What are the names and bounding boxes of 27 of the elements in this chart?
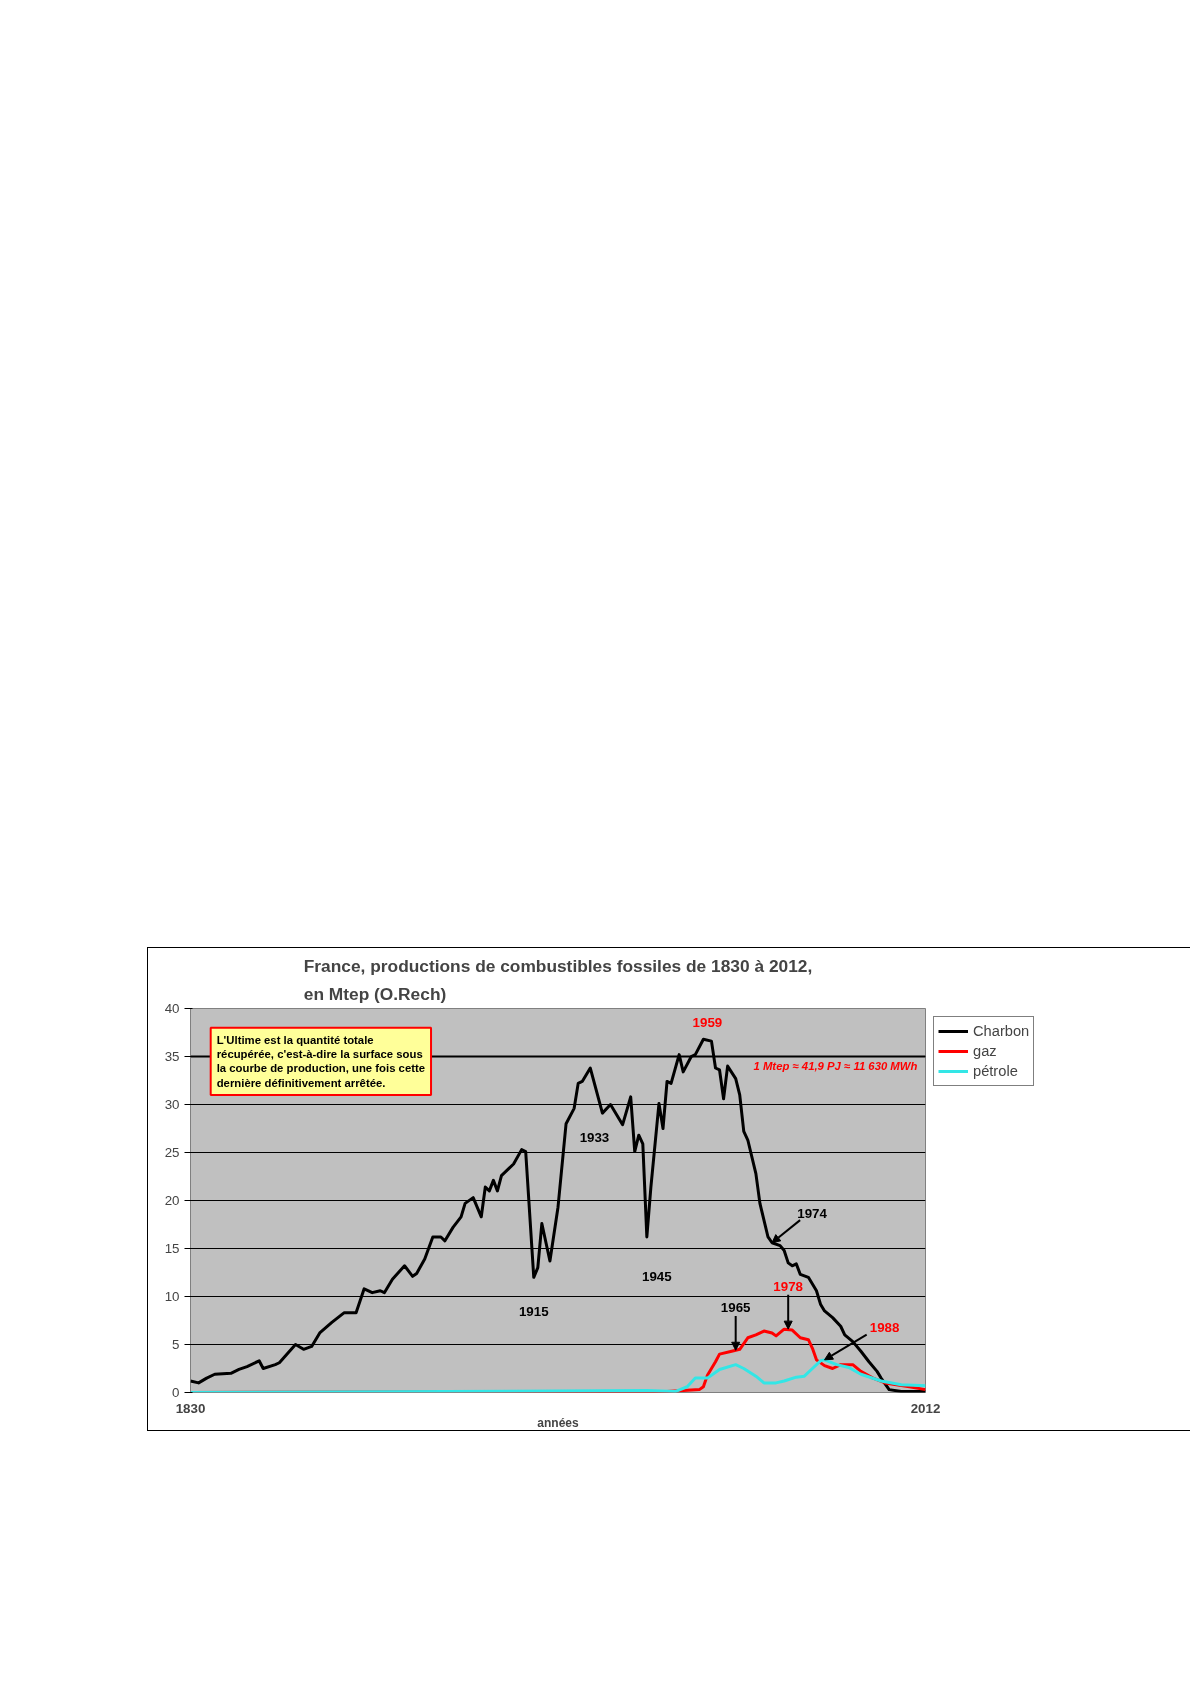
- line-series: [190, 1037, 926, 1393]
- annotation: 1974: [797, 1205, 828, 1221]
- annotation: 1933: [579, 1129, 610, 1145]
- annotation: 1959: [692, 1015, 723, 1031]
- legend-label: gaz: [973, 1043, 998, 1059]
- y-tick-label: 15: [164, 1241, 180, 1256]
- x-axis-title: années: [537, 1415, 579, 1430]
- x-tick-label: 1830: [175, 1400, 206, 1416]
- y-tick-label: 30: [164, 1097, 180, 1112]
- annotation: 1915: [518, 1304, 550, 1320]
- y-tick-label: 35: [164, 1049, 180, 1064]
- annotation: 1965: [720, 1300, 752, 1316]
- chart-title: France, productions de combustibles fossiles de 1830 à 2012, en Mtep (O.Rech): [303, 955, 813, 1004]
- annotation: L'Ultime est la quantité totale récupérée, c'est-à-dire la surface sous la courbe de production, une fois cette dernière définitivement arrêtée.: [216, 1033, 426, 1089]
- y-tick-label: 5: [172, 1337, 180, 1352]
- y-tick-label: 20: [164, 1193, 180, 1208]
- y-tick-label: 0: [172, 1385, 180, 1400]
- annotation: 1978: [773, 1279, 804, 1295]
- annotation: 1 Mtep ≈ 41,9 PJ ≈ 11 630 MWh: [753, 1060, 918, 1073]
- annotation: 1945: [642, 1268, 673, 1284]
- annotation: 1988: [869, 1319, 900, 1335]
- y-tick-label: 25: [164, 1145, 180, 1160]
- y-tick-label: 10: [164, 1289, 180, 1304]
- legend-label: Charbon: [973, 1023, 1030, 1039]
- x-tick-label: 2012: [910, 1400, 941, 1416]
- legend-label: pétrole: [973, 1063, 1019, 1079]
- y-tick-label: 40: [164, 1001, 180, 1016]
